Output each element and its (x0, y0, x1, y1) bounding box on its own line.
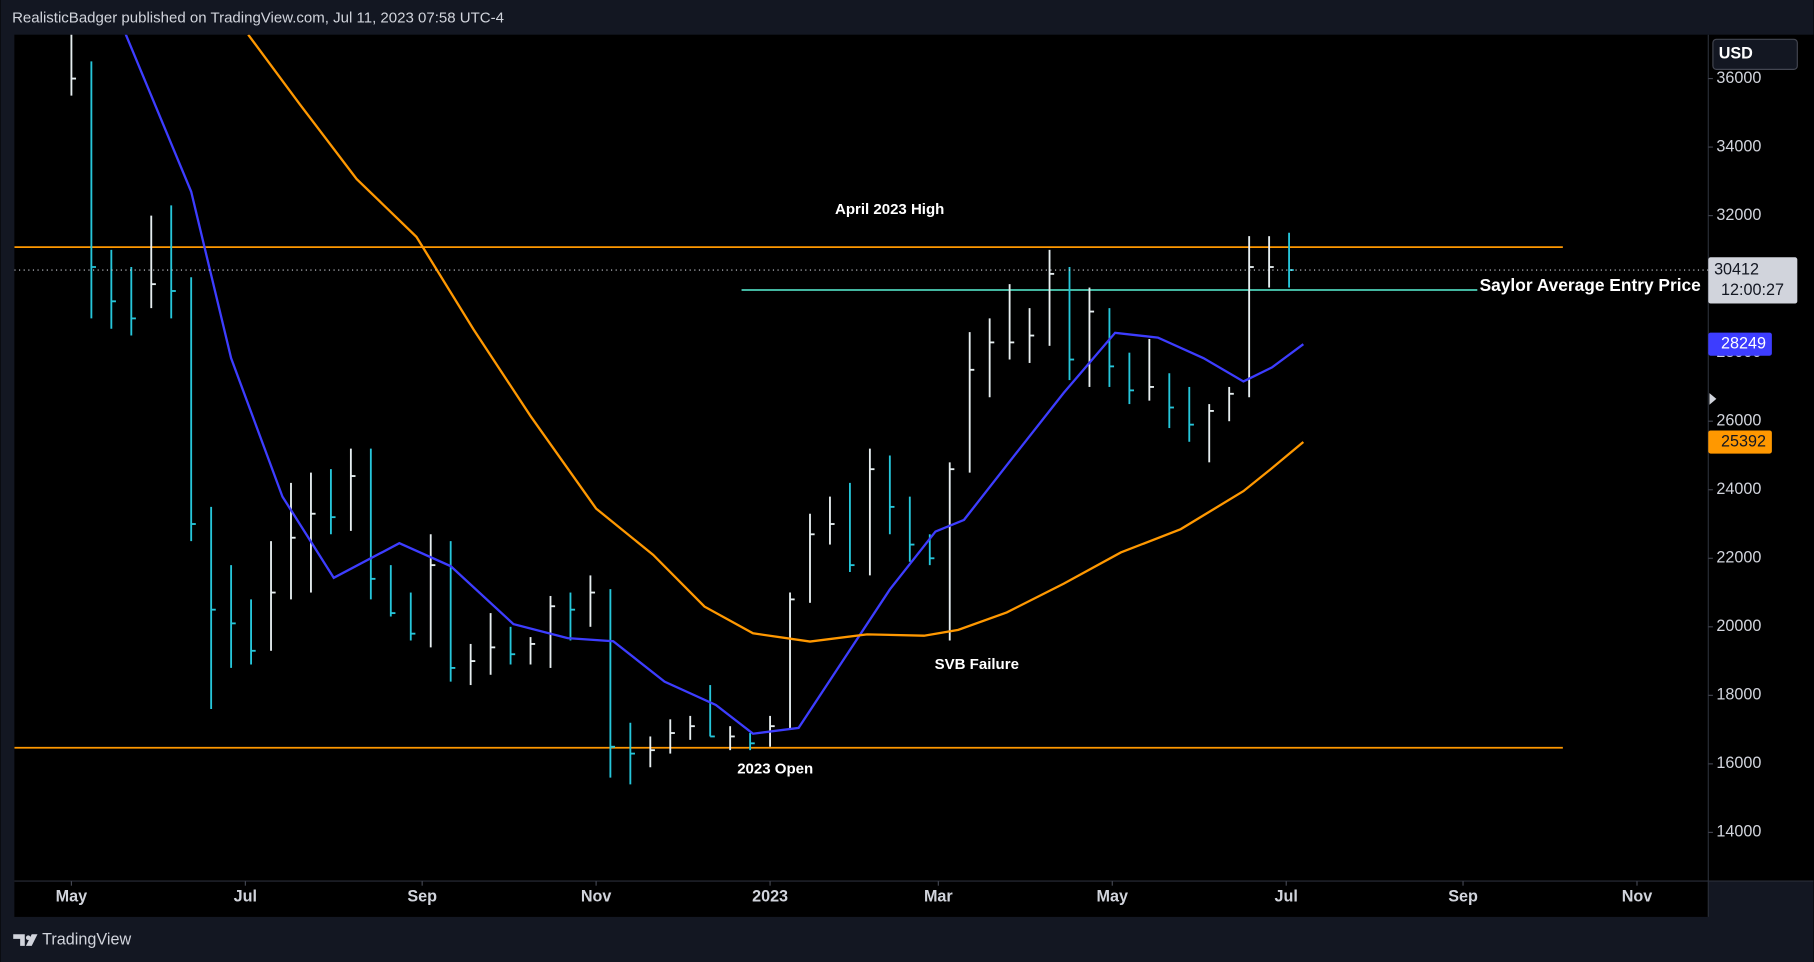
x-tick-label: Jul (234, 888, 257, 906)
x-tick-label: Nov (1622, 888, 1653, 906)
ma-tag-value: 25392 (1721, 432, 1766, 450)
x-tick-label: 2023 (752, 888, 788, 906)
x-tick-label: May (56, 888, 87, 906)
header: RealisticBadger published on TradingView… (12, 9, 504, 26)
y-tick-label: 16000 (1716, 754, 1761, 772)
x-tick-label: Sep (1448, 888, 1478, 906)
ma-tag (1708, 332, 1772, 356)
moving-average (124, 34, 1305, 735)
y-tick-label: 18000 (1716, 686, 1761, 704)
countdown: 12:00:27 (1721, 281, 1784, 299)
y-tick-label: 24000 (1716, 480, 1761, 498)
y-tick-label: 22000 (1716, 549, 1761, 567)
plot (14, 34, 1709, 785)
currency-box (1712, 38, 1798, 70)
scroll-arrow (1709, 393, 1717, 405)
level-label: April 2023 High (835, 201, 944, 218)
x-tick-label: Sep (407, 888, 437, 906)
x-tick-label: Mar (924, 888, 953, 906)
y-tick-label: 20000 (1716, 617, 1761, 635)
moving-average (247, 34, 1305, 643)
x-tick-label: Nov (581, 888, 612, 906)
level-label: 2023 Open (737, 761, 813, 778)
price-axis (1708, 34, 1814, 882)
ma-tag-value: 28249 (1721, 334, 1766, 352)
x-tick-label: May (1097, 888, 1128, 906)
logo (13, 934, 38, 946)
y-tick-label: 26000 (1716, 411, 1761, 429)
time-axis (14, 881, 1709, 917)
y-tick-label: 34000 (1716, 137, 1761, 155)
ma-tag (1708, 430, 1772, 454)
annotation: SVB Failure (935, 656, 1019, 673)
footer-brand: TradingView (42, 930, 131, 948)
price-tag (1708, 257, 1798, 304)
level-label: Saylor Average Entry Price (1480, 275, 1702, 295)
y-tick-label: 32000 (1716, 206, 1761, 224)
price-tag-value: 30412 (1714, 260, 1759, 278)
currency: USD (1719, 45, 1753, 63)
plot-area (14, 34, 1709, 882)
y-tick-label: 36000 (1716, 69, 1761, 87)
y-tick-label: 14000 (1716, 823, 1761, 841)
x-tick-label: Jul (1275, 888, 1298, 906)
